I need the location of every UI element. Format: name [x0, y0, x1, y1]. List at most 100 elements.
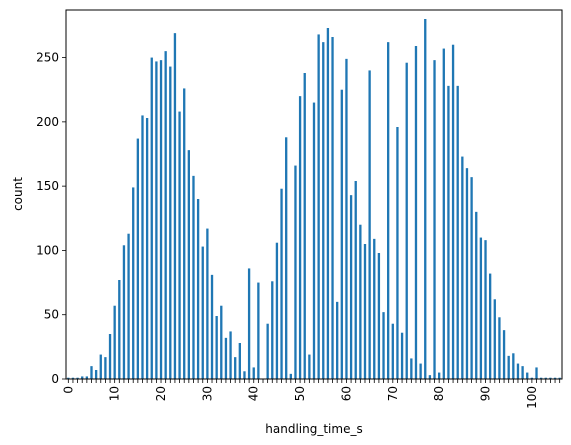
- bar: [298, 96, 302, 379]
- bar: [201, 246, 204, 379]
- bar: [336, 301, 339, 379]
- bar: [234, 357, 237, 379]
- bar: [294, 165, 297, 379]
- bar: [363, 244, 367, 379]
- bar: [285, 137, 288, 379]
- bar: [400, 332, 404, 379]
- bar: [354, 181, 357, 379]
- bar: [210, 274, 214, 379]
- x-tick-label: 60: [339, 386, 353, 401]
- y-axis-ticks: 0 50 100 150 200 250: [36, 51, 66, 386]
- x-axis-label: handling_time_s: [265, 422, 362, 436]
- bar: [530, 377, 534, 379]
- bars-group: [67, 19, 561, 380]
- bar: [535, 367, 538, 379]
- bar: [275, 242, 279, 379]
- bar: [317, 34, 320, 380]
- bar: [183, 88, 186, 380]
- x-tick-label: 70: [386, 386, 400, 401]
- bar: [99, 354, 102, 379]
- bar: [465, 168, 469, 379]
- bar: [549, 377, 552, 379]
- bar: [387, 42, 390, 379]
- bar: [312, 102, 316, 379]
- bar: [521, 366, 524, 379]
- bar: [173, 33, 177, 379]
- x-tick-label: 20: [154, 386, 168, 401]
- x-tick-label: 30: [200, 386, 214, 401]
- x-tick-label: 80: [432, 386, 446, 401]
- x-tick-label: 90: [479, 386, 493, 401]
- bar: [224, 337, 228, 379]
- bar: [257, 282, 260, 379]
- bar: [206, 228, 209, 379]
- bar: [396, 127, 399, 379]
- bar: [67, 377, 70, 379]
- bar: [322, 42, 325, 379]
- bar: [196, 199, 200, 379]
- bar: [475, 211, 478, 379]
- bar: [76, 377, 79, 379]
- bar: [169, 66, 172, 379]
- bar: [419, 363, 422, 379]
- bar: [410, 358, 413, 379]
- bar: [368, 70, 371, 380]
- bar: [252, 367, 255, 379]
- bar: [271, 281, 274, 379]
- bar: [220, 305, 223, 379]
- bar: [141, 115, 144, 380]
- bar: [438, 372, 441, 379]
- bar: [539, 377, 543, 379]
- bar: [498, 317, 501, 379]
- bar: [461, 156, 464, 379]
- bar: [178, 111, 181, 379]
- bar: [150, 57, 153, 379]
- bar: [229, 331, 232, 379]
- bar: [145, 118, 149, 379]
- bar: [132, 187, 135, 379]
- bar: [303, 73, 306, 379]
- bar: [447, 85, 450, 380]
- bar: [331, 37, 334, 379]
- bar: [488, 273, 492, 379]
- x-tick-label: 10: [108, 386, 122, 401]
- bar: [502, 330, 506, 379]
- x-tick-label: 100: [525, 386, 539, 409]
- bar: [391, 323, 394, 379]
- bar: [558, 377, 561, 379]
- y-axis-label: count: [11, 177, 25, 211]
- y-tick-label: 150: [36, 179, 59, 193]
- bar: [326, 28, 330, 379]
- bar: [382, 312, 385, 379]
- y-tick-label: 100: [36, 243, 59, 257]
- bar: [266, 323, 269, 379]
- bar: [349, 195, 353, 379]
- x-tick-label: 50: [293, 386, 307, 401]
- bar: [94, 370, 98, 379]
- bar: [442, 48, 445, 379]
- bar: [127, 233, 130, 379]
- bar: [71, 377, 75, 379]
- bar: [159, 60, 163, 379]
- bar: [247, 268, 251, 379]
- bar: [90, 366, 93, 379]
- y-tick-label: 50: [44, 308, 59, 322]
- bar: [470, 177, 473, 379]
- bar: [289, 373, 292, 379]
- bar: [215, 316, 218, 379]
- bar: [493, 299, 496, 379]
- bar: [118, 280, 121, 379]
- y-tick-label: 200: [36, 115, 59, 129]
- bar: [280, 188, 283, 379]
- bar: [187, 150, 190, 379]
- bar: [405, 62, 408, 380]
- bar: [507, 355, 510, 379]
- bar: [516, 363, 520, 379]
- x-tick-label: 0: [61, 386, 75, 394]
- bar: [136, 138, 140, 379]
- bar: [345, 58, 348, 380]
- bar: [108, 334, 112, 379]
- bar: [373, 238, 376, 379]
- bar: [553, 377, 557, 379]
